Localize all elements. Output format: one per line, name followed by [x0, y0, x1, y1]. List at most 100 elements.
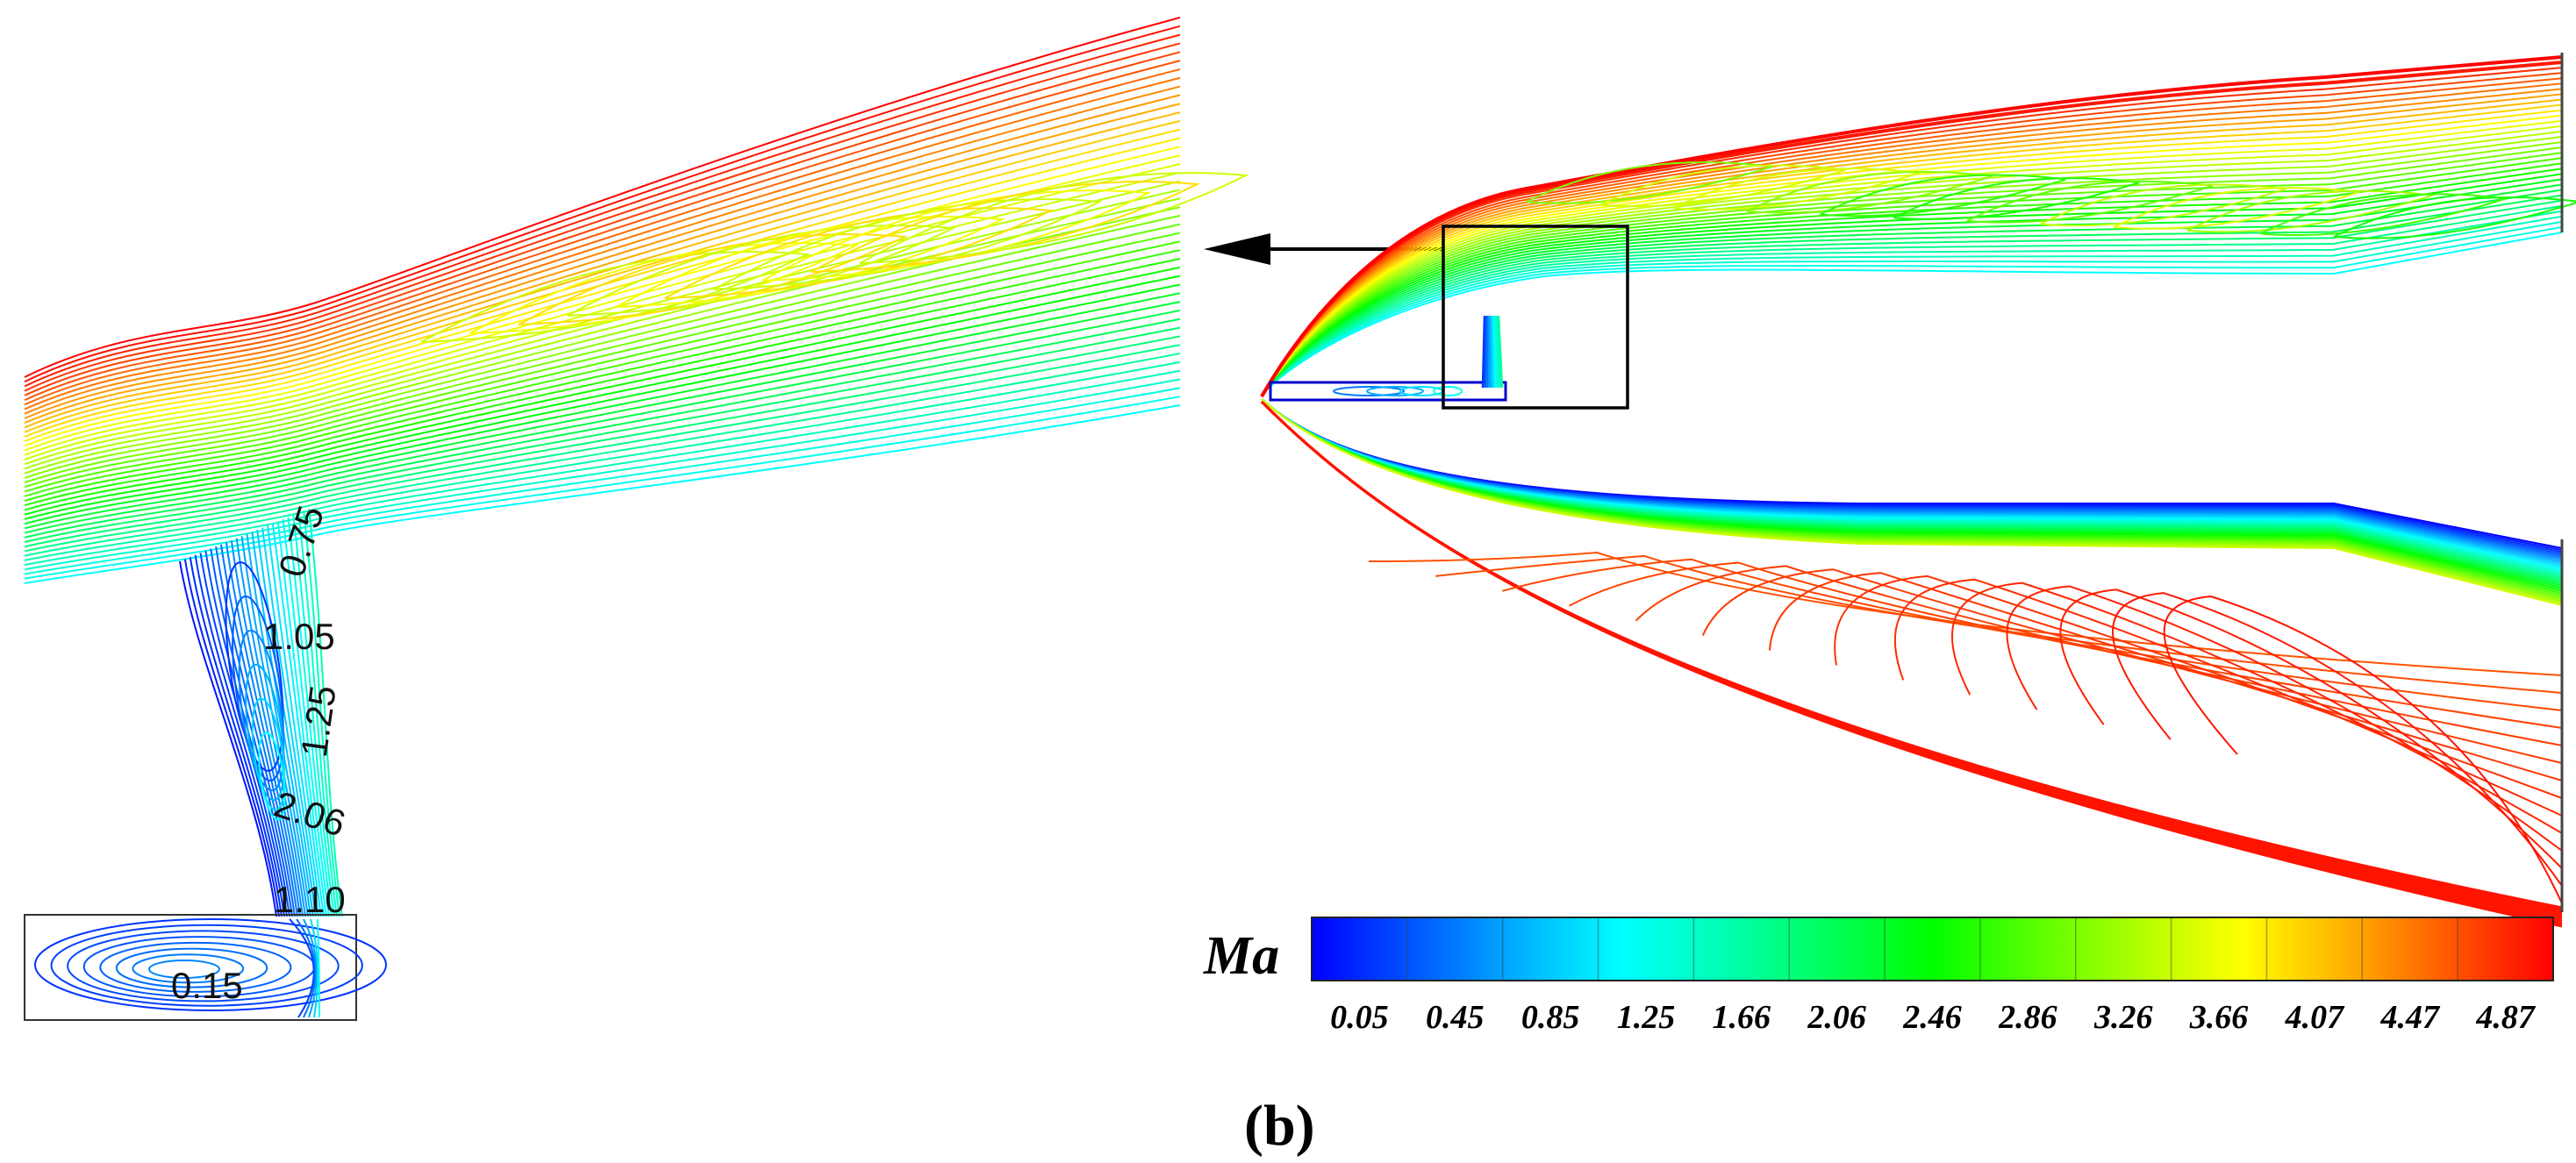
overview-cavity-contours [1269, 315, 1507, 402]
contour-line [469, 242, 860, 334]
overview-upper-contours [1260, 55, 2576, 398]
contour-line [24, 283, 1181, 520]
contour-line [24, 266, 1181, 511]
contour-line [1261, 210, 2563, 397]
contour-line [2112, 592, 2563, 887]
contour-line [1261, 199, 2563, 397]
contour-line [1269, 381, 1507, 402]
contour-line [1261, 220, 2563, 397]
contour-line [1491, 315, 1495, 389]
colorbar-tick-label: 2.86 [1998, 999, 2057, 1036]
contour-line [1261, 398, 2563, 599]
contour-line [1261, 194, 2563, 397]
contour-line [115, 947, 268, 988]
contour-line [24, 111, 1181, 429]
contour-line [310, 918, 319, 1018]
contour-line [261, 527, 319, 917]
contour-line [1950, 582, 2563, 834]
contour-line [1261, 140, 2563, 397]
zoom-cavity-contours [34, 918, 387, 1018]
contour-line [251, 697, 286, 811]
contour-line [2006, 585, 2563, 852]
contour-line [24, 275, 1181, 516]
contour-line [1261, 157, 2563, 397]
colorbar-tick-label: 1.25 [1617, 999, 1676, 1036]
contour-line [1526, 161, 1773, 204]
contour-line [1746, 170, 1993, 214]
contour-line [1599, 164, 1846, 208]
contour-line [1261, 82, 2563, 397]
contour-line [1497, 315, 1504, 389]
contour-line [24, 309, 1181, 534]
contour-line [1261, 225, 2563, 397]
contour-line [1492, 315, 1497, 389]
contour-line [24, 292, 1181, 525]
contour-line [215, 546, 296, 917]
contour-line [1768, 572, 2563, 781]
contour-line [24, 396, 1181, 580]
contour-line [24, 240, 1181, 497]
contour-line [1261, 398, 2563, 604]
contour-line [24, 206, 1181, 479]
contour-line [1261, 232, 2563, 397]
contour-line [1261, 125, 2563, 397]
contour-line [1260, 400, 2563, 928]
contour-line [1261, 178, 2563, 397]
contour-line [24, 85, 1181, 415]
contour-line [1261, 189, 2563, 397]
contour-line [296, 918, 317, 1018]
contour-line [1261, 135, 2563, 397]
contour-line [1893, 177, 2140, 220]
contour-line [1261, 109, 2563, 397]
contour-line [189, 557, 283, 917]
contour-line [256, 529, 317, 917]
zoom-shear-layer-contours [24, 17, 1249, 584]
contour-line [1261, 72, 2563, 397]
contour-line [230, 539, 304, 917]
contour-line [1261, 130, 2563, 397]
contour-line [24, 301, 1181, 530]
contour-line [292, 515, 335, 917]
contour-line [1261, 398, 2563, 601]
contour-line [24, 60, 1181, 402]
contour-line [1261, 398, 2563, 595]
contour-line [1261, 103, 2563, 397]
contour-label-3: 1.25 [293, 683, 344, 760]
contour-line [1261, 398, 2563, 596]
contour-line [282, 518, 330, 917]
contour-line [1261, 183, 2563, 397]
contour-line [148, 960, 220, 979]
contour-line [1366, 386, 1424, 396]
contour-line [24, 17, 1181, 378]
contour-line [24, 180, 1181, 466]
contour-line [1261, 398, 2563, 589]
contour-line [24, 76, 1181, 410]
contour-line [1672, 168, 1920, 210]
contour-line [1261, 398, 2563, 603]
contour-line [50, 924, 363, 1007]
colorbar-tick-label: 4.07 [2285, 999, 2346, 1036]
contour-line [67, 930, 340, 1002]
contour-line [24, 68, 1181, 406]
colorbar-tick-label: 3.26 [2093, 999, 2153, 1036]
contour-line [34, 918, 387, 1011]
contour-line [1261, 77, 2563, 397]
contour-line [179, 560, 277, 917]
contour-line [2186, 189, 2434, 233]
zoom-region-box [1442, 225, 1629, 410]
contour-line [225, 561, 284, 772]
contour-line [24, 378, 1181, 571]
contour-line [266, 525, 322, 917]
contour-label-4: 2.06 [269, 783, 350, 845]
contour-line [1261, 152, 2563, 397]
contour-line [289, 918, 315, 1018]
contour-line [24, 249, 1181, 502]
contour-line [24, 25, 1181, 383]
panel-label: (b) [1244, 1094, 1315, 1158]
contour-line [1261, 398, 2563, 593]
colorbar-gradient [1312, 917, 2553, 981]
contour-line [1368, 551, 2563, 676]
contour-line [1481, 315, 1486, 389]
contour-line [567, 225, 957, 317]
